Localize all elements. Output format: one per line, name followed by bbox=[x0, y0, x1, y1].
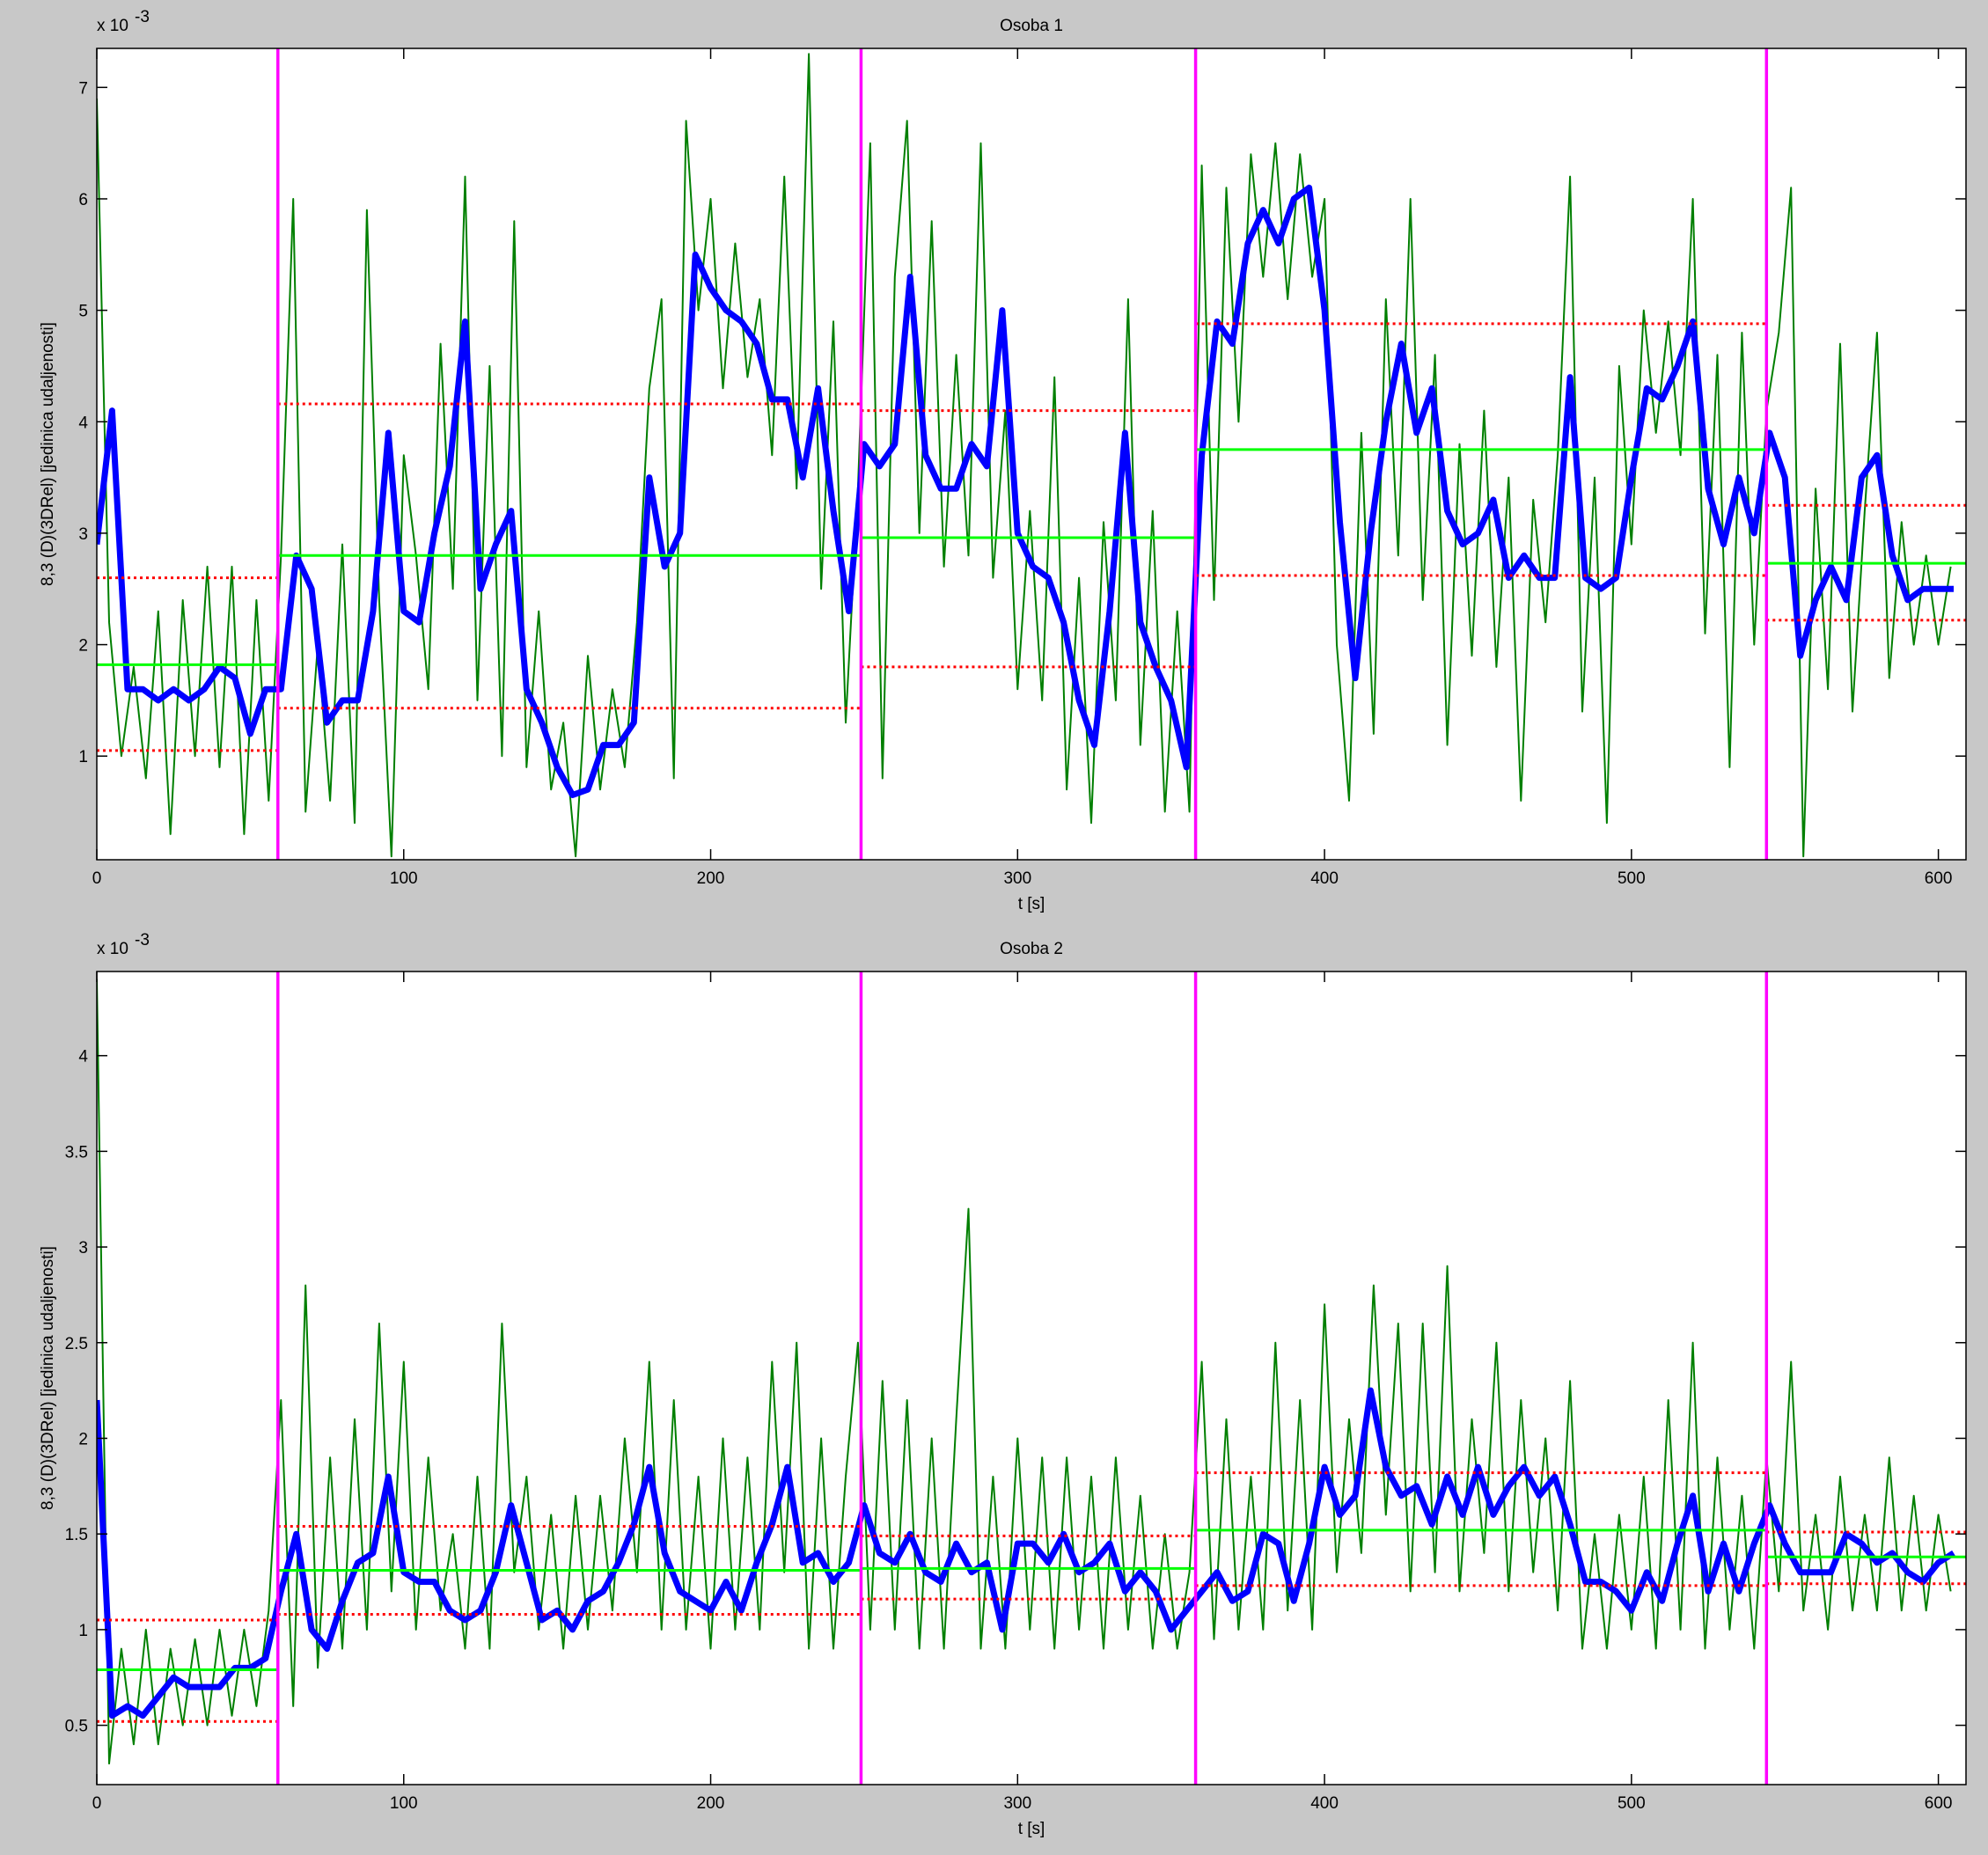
x-axis-label: t [s] bbox=[1018, 1820, 1045, 1838]
chart-title: Osoba 1 bbox=[1000, 17, 1063, 35]
x-tick-label: 400 bbox=[1310, 1794, 1339, 1813]
chart-title: Osoba 2 bbox=[1000, 940, 1063, 958]
data-line bbox=[97, 53, 1952, 858]
x-tick-label: 300 bbox=[1003, 869, 1031, 888]
plot-area bbox=[97, 971, 1966, 1785]
axes-frame bbox=[96, 48, 1967, 861]
axes: 0 100 200 300 400 500 600 1 2 3 4 5 6 7 Osoba 1 t [s] 8,… bbox=[39, 8, 1967, 913]
y-tick-label: 6 bbox=[78, 191, 88, 209]
data-line bbox=[97, 979, 1952, 1765]
y-tick-label: 0.5 bbox=[65, 1718, 88, 1736]
x-tick-label: 200 bbox=[697, 869, 725, 888]
y-tick-label: 1 bbox=[78, 748, 88, 766]
y-tick-label: 3 bbox=[78, 525, 88, 544]
x-tick-label: 0 bbox=[92, 1794, 102, 1813]
plot-content bbox=[97, 971, 1966, 1785]
axes: 0 100 200 300 400 500 600 0.5 1 1.5 2 2.5 3 3.5 4 Osoba… bbox=[39, 931, 1967, 1838]
x-tick-label: 0 bbox=[92, 869, 102, 888]
y-tick-label: 4 bbox=[78, 1048, 88, 1067]
y-tick-label: 4 bbox=[78, 414, 88, 432]
y-tick-label: 5 bbox=[78, 303, 88, 321]
y-exponent-base: x 10 bbox=[97, 17, 128, 35]
y-tick-label: 2 bbox=[78, 1430, 88, 1448]
x-tick-label: 500 bbox=[1618, 1794, 1646, 1813]
x-tick-label: 300 bbox=[1003, 1794, 1031, 1813]
x-tick-label: 200 bbox=[697, 1794, 725, 1813]
y-axis-label: 8,3 (D)(3DRel) [jedinica udaljenosti] bbox=[39, 1246, 57, 1510]
y-axis-label: 8,3 (D)(3DRel) [jedinica udaljenosti] bbox=[39, 322, 57, 586]
plot-area bbox=[97, 48, 1966, 860]
x-tick-label: 600 bbox=[1925, 1794, 1953, 1813]
axes-frame bbox=[96, 971, 1967, 1785]
plot-content bbox=[97, 48, 1966, 860]
x-tick-label: 100 bbox=[390, 869, 418, 888]
x-tick-label: 100 bbox=[390, 1794, 418, 1813]
y-tick-label: 3.5 bbox=[65, 1143, 88, 1162]
y-exponent-power: -3 bbox=[135, 8, 150, 26]
y-tick-label: 7 bbox=[78, 79, 88, 98]
x-tick-label: 400 bbox=[1310, 869, 1339, 888]
y-exponent-base: x 10 bbox=[97, 940, 128, 958]
y-tick-label: 1 bbox=[78, 1622, 88, 1640]
x-axis-label: t [s] bbox=[1018, 895, 1045, 913]
data-line bbox=[97, 1387, 1955, 1719]
y-tick-label: 1.5 bbox=[65, 1526, 88, 1544]
y-tick-label: 2 bbox=[78, 637, 88, 656]
y-tick-label: 3 bbox=[78, 1239, 88, 1257]
x-tick-label: 500 bbox=[1618, 869, 1646, 888]
y-tick-label: 2.5 bbox=[65, 1335, 88, 1353]
data-line bbox=[97, 184, 1954, 798]
y-exponent-power: -3 bbox=[135, 931, 150, 949]
x-tick-label: 600 bbox=[1925, 869, 1953, 888]
